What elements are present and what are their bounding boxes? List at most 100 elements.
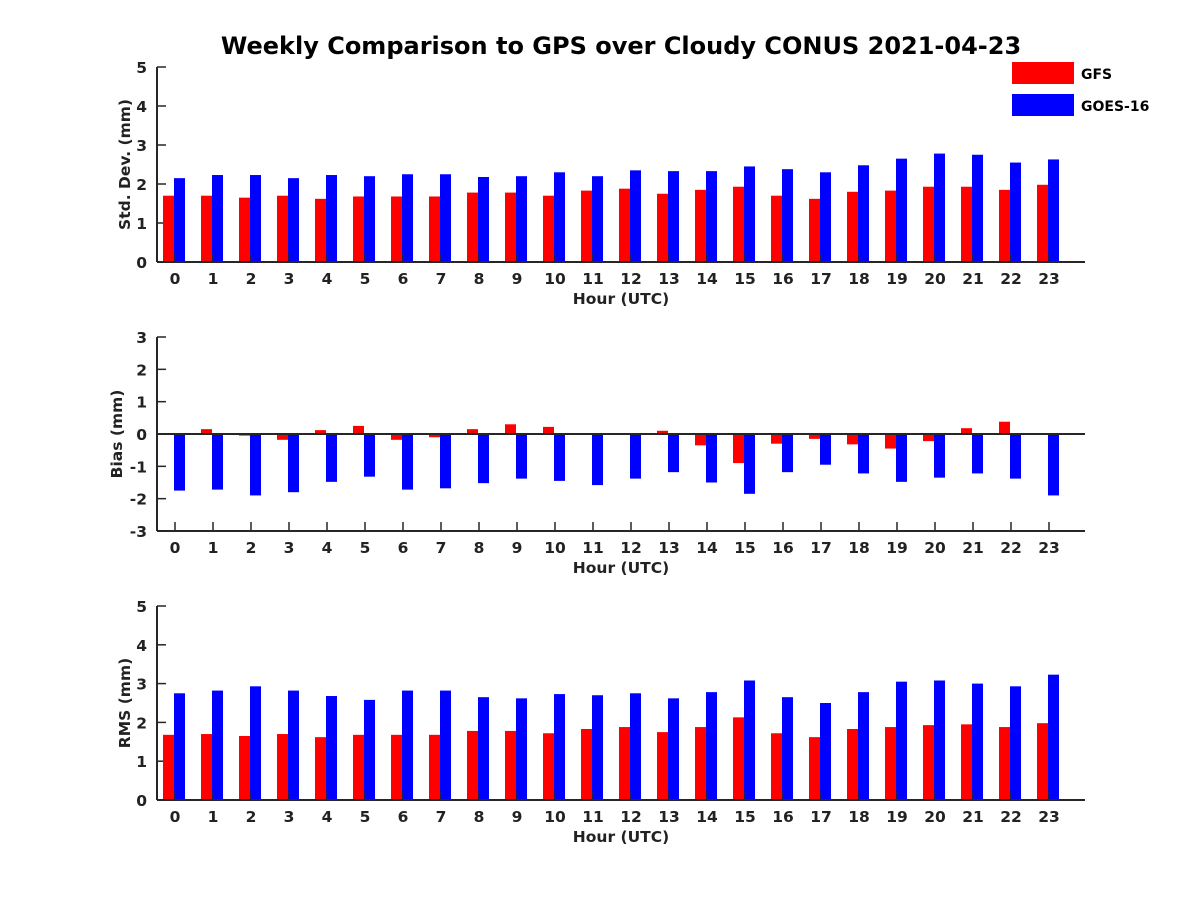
bar-goes16-hour-11 [592,434,603,486]
bar-goes16-hour-7 [440,690,451,800]
bar-gfs-hour-20 [923,434,934,442]
bar-gfs-hour-17 [809,198,820,262]
bar-goes16-hour-7 [440,174,451,262]
x-tick-label: 2 [246,539,257,557]
bar-gfs-hour-8 [467,429,478,434]
bar-goes16-hour-18 [858,165,869,262]
bar-gfs-hour-2 [239,735,250,800]
bar-goes16-hour-1 [212,175,223,262]
x-tick-label: 6 [398,270,409,288]
bar-gfs-hour-1 [201,195,212,262]
bar-goes16-hour-19 [896,434,907,482]
bar-goes16-hour-5 [364,434,375,477]
y-axis-label: RMS (mm) [116,658,134,748]
x-tick-label: 12 [620,808,642,826]
bar-goes16-hour-11 [592,695,603,800]
y-tick-label: 1 [136,753,147,771]
x-tick-label: 2 [246,808,257,826]
bar-goes16-hour-15 [744,166,755,262]
bar-gfs-hour-20 [923,725,934,800]
bar-gfs-hour-11 [581,728,592,800]
x-axis-label: Hour (UTC) [573,828,669,846]
bar-gfs-hour-12 [619,188,630,262]
bar-gfs-hour-16 [771,733,782,800]
x-tick-label: 13 [658,539,680,557]
bar-gfs-hour-13 [657,193,668,262]
bar-goes16-hour-23 [1048,434,1059,496]
bar-gfs-hour-22 [999,421,1010,434]
x-tick-label: 23 [1038,539,1060,557]
bar-goes16-hour-20 [934,680,945,800]
bar-goes16-hour-2 [250,175,261,262]
bar-goes16-hour-21 [972,154,983,262]
x-tick-label: 17 [810,270,832,288]
x-tick-label: 21 [962,270,984,288]
bar-goes16-hour-4 [326,696,337,800]
bar-goes16-hour-17 [820,172,831,262]
bar-gfs-hour-1 [201,429,212,434]
bar-gfs-hour-21 [961,428,972,434]
bar-goes16-hour-11 [592,176,603,262]
x-tick-label: 11 [582,270,604,288]
x-tick-label: 3 [284,270,295,288]
x-tick-label: 22 [1000,808,1022,826]
x-tick-label: 16 [772,270,794,288]
y-tick-label: 3 [136,676,147,694]
bar-goes16-hour-3 [288,434,299,493]
bar-gfs-hour-3 [277,734,288,800]
bar-gfs-hour-18 [847,434,858,445]
bar-gfs-hour-0 [163,734,174,800]
bar-goes16-hour-12 [630,170,641,262]
x-tick-label: 17 [810,539,832,557]
x-tick-label: 12 [620,539,642,557]
bar-gfs-hour-10 [543,733,554,800]
bar-gfs-hour-12 [619,727,630,800]
x-tick-label: 7 [436,270,447,288]
bar-goes16-hour-21 [972,683,983,800]
bar-goes16-hour-1 [212,434,223,490]
x-tick-label: 4 [322,539,333,557]
bar-gfs-hour-23 [1037,184,1048,262]
legend-swatch-gfs [1012,62,1074,84]
legend-swatch-goes16 [1012,94,1074,116]
y-axis-label: Std. Dev. (mm) [116,99,134,230]
x-axis-label: Hour (UTC) [573,290,669,308]
x-tick-label: 18 [848,270,870,288]
x-tick-label: 3 [284,539,295,557]
x-tick-label: 23 [1038,808,1060,826]
bar-gfs-hour-5 [353,734,364,800]
chart-title: Weekly Comparison to GPS over Cloudy CON… [221,32,1021,60]
bar-gfs-hour-9 [505,730,516,800]
bar-goes16-hour-3 [288,178,299,262]
bar-gfs-hour-19 [885,434,896,449]
x-tick-label: 3 [284,808,295,826]
bar-gfs-hour-16 [771,195,782,262]
bar-goes16-hour-15 [744,434,755,494]
bar-gfs-hour-23 [1037,723,1048,800]
bar-goes16-hour-7 [440,434,451,489]
y-tick-label: 0 [136,426,147,444]
x-tick-label: 14 [696,539,718,557]
bar-goes16-hour-22 [1010,434,1021,479]
bar-goes16-hour-12 [630,434,641,479]
y-tick-label: 2 [136,361,147,379]
x-tick-label: 20 [924,270,946,288]
x-tick-label: 20 [924,539,946,557]
bar-gfs-hour-8 [467,730,478,800]
bar-goes16-hour-22 [1010,162,1021,262]
x-tick-label: 18 [848,539,870,557]
bar-gfs-hour-6 [391,196,402,262]
bar-gfs-hour-16 [771,434,782,444]
x-tick-label: 16 [772,808,794,826]
bar-goes16-hour-5 [364,699,375,800]
y-tick-label: 1 [136,215,147,233]
bar-gfs-hour-7 [429,434,440,438]
bar-goes16-hour-10 [554,172,565,262]
bar-goes16-hour-14 [706,434,717,483]
y-tick-label: 5 [136,59,147,77]
bar-goes16-hour-16 [782,697,793,800]
